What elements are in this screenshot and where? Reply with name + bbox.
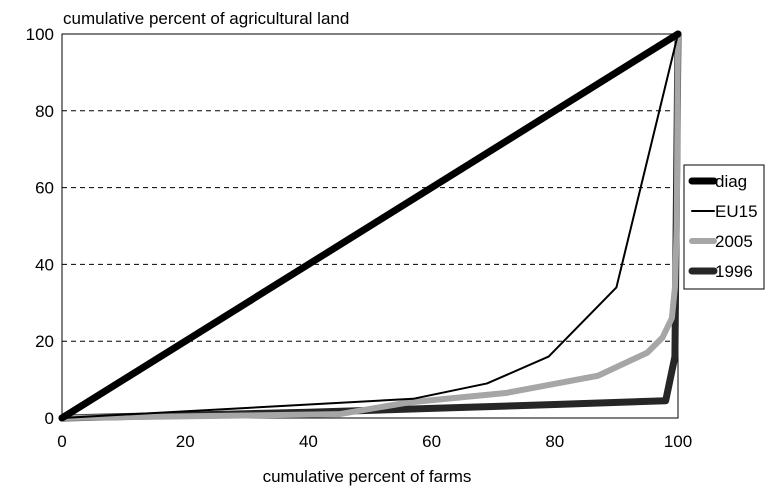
x-tick-label: 60 (422, 432, 441, 451)
y-axis-title: cumulative percent of agricultural land (63, 9, 349, 28)
y-tick-label: 40 (35, 255, 54, 274)
y-tick-label: 80 (35, 102, 54, 121)
legend-label-1996: 1996 (715, 262, 753, 281)
x-tick-label: 80 (545, 432, 564, 451)
legend-label-eu15: EU15 (715, 202, 758, 221)
series-line-2005 (59, 31, 681, 421)
series-layer (58, 30, 682, 422)
x-axis-title: cumulative percent of farms (263, 467, 472, 486)
x-tick-label: 100 (664, 432, 692, 451)
series-line-eu15 (61, 33, 679, 419)
legend: diag EU15 2005 1996 (683, 164, 765, 290)
legend-label-2005: 2005 (715, 232, 753, 251)
tick-labels: 0 20 40 60 80 100 0 20 40 60 80 100 (26, 25, 693, 451)
series-line-diag (58, 30, 682, 422)
x-tick-label: 40 (299, 432, 318, 451)
y-tick-label: 60 (35, 179, 54, 198)
gridlines (62, 110, 678, 342)
y-tick-label: 0 (45, 409, 54, 428)
x-tick-label: 0 (57, 432, 66, 451)
x-tick-label: 20 (176, 432, 195, 451)
legend-label-diag: diag (715, 172, 747, 191)
y-tick-label: 100 (26, 25, 54, 44)
y-tick-label: 20 (35, 332, 54, 351)
